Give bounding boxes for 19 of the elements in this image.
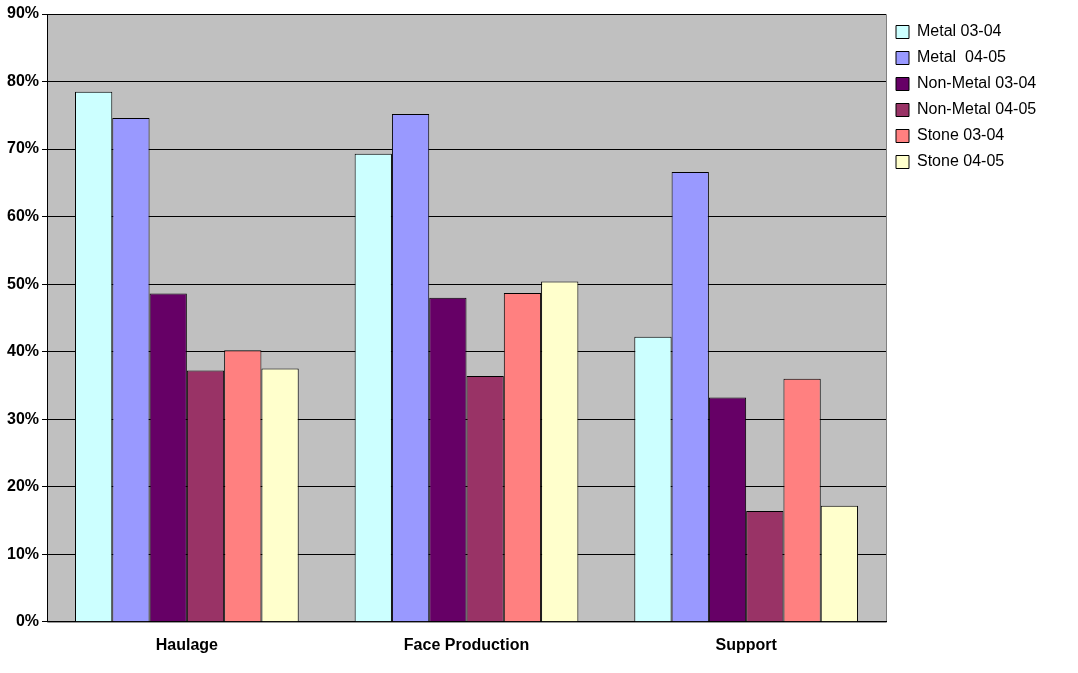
x-tick-label: Face Production — [403, 635, 530, 653]
legend-label: Metal 03-04 — [917, 22, 1002, 40]
legend-label: Non-Metal 03-04 — [917, 74, 1037, 92]
y-tick-label: 40% — [6, 342, 40, 360]
y-tick-label: 50% — [6, 274, 40, 292]
x-tick-label: Haulage — [155, 635, 219, 653]
y-tick-label: 20% — [6, 477, 40, 495]
legend-label: Non-Metal 04-05 — [917, 100, 1037, 118]
y-tick-label: 60% — [6, 207, 40, 225]
y-tick-label: 70% — [6, 139, 40, 157]
legend-label: Stone 03-04 — [917, 126, 1005, 144]
y-tick-label: 80% — [6, 71, 40, 89]
y-tick-label: 10% — [6, 544, 40, 562]
y-tick-label: 0% — [15, 612, 40, 630]
legend-label: Stone 04-05 — [917, 152, 1005, 170]
legend-label: Metal 04-05 — [917, 48, 1007, 66]
x-tick-label: Support — [715, 635, 778, 653]
y-tick-label: 90% — [6, 4, 40, 22]
y-tick-label: 30% — [6, 409, 40, 427]
